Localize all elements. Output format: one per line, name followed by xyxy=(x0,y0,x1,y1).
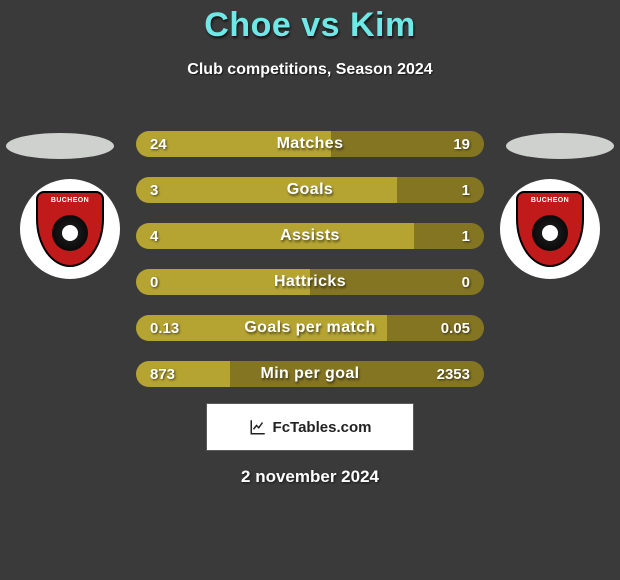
date-text: 2 november 2024 xyxy=(0,467,620,487)
fctables-text: FcTables.com xyxy=(273,419,372,436)
stat-row: 41Assists xyxy=(136,223,484,249)
fctables-watermark: FcTables.com xyxy=(206,403,414,451)
stat-row: 00Hattricks xyxy=(136,269,484,295)
comparison-area: BUCHEON BUCHEON 2419Matches 31Goals 41Assi… xyxy=(0,115,620,395)
left-team-badge: BUCHEON xyxy=(20,179,120,279)
stat-label: Matches xyxy=(136,131,484,157)
chart-icon xyxy=(249,418,267,436)
left-platform-disc xyxy=(6,133,114,159)
stat-row: 2419Matches xyxy=(136,131,484,157)
crest-top-text: BUCHEON xyxy=(518,197,582,204)
stat-label: Min per goal xyxy=(136,361,484,387)
right-platform-disc xyxy=(506,133,614,159)
stat-label: Goals per match xyxy=(136,315,484,341)
stat-label: Hattricks xyxy=(136,269,484,295)
page-title: Choe vs Kim xyxy=(0,6,620,45)
stat-row: 0.130.05Goals per match xyxy=(136,315,484,341)
right-team-badge: BUCHEON xyxy=(500,179,600,279)
stat-label: Assists xyxy=(136,223,484,249)
stat-label: Goals xyxy=(136,177,484,203)
stat-row: 8732353Min per goal xyxy=(136,361,484,387)
crest-top-text: BUCHEON xyxy=(38,197,102,204)
right-crest: BUCHEON xyxy=(516,191,584,267)
left-crest: BUCHEON xyxy=(36,191,104,267)
stat-rows: 2419Matches 31Goals 41Assists 00Hattricks 0.… xyxy=(136,131,484,407)
subtitle: Club competitions, Season 2024 xyxy=(0,61,620,79)
comparison-card: Choe vs Kim Club competitions, Season 20… xyxy=(0,0,620,487)
stat-row: 31Goals xyxy=(136,177,484,203)
